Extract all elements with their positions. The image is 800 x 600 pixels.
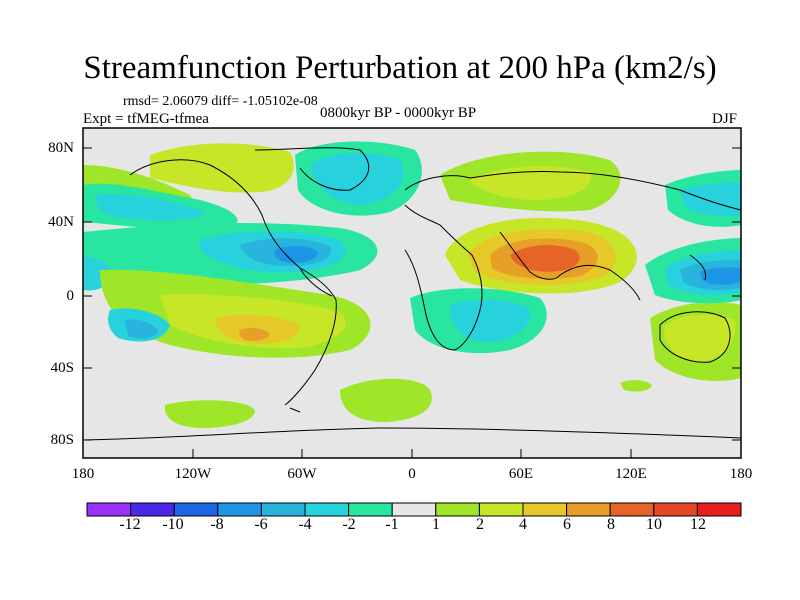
colorbar-label: -8 xyxy=(210,516,224,533)
colorbar-label: 12 xyxy=(690,516,706,533)
y-tick-label: 0 xyxy=(66,288,75,304)
colorbar-label: 2 xyxy=(476,516,484,533)
axis-ticks xyxy=(82,147,742,458)
colorbar xyxy=(86,502,742,517)
colorbar-swatch xyxy=(348,502,393,517)
colorbar-label: 4 xyxy=(519,516,527,533)
colorbar-label: 1 xyxy=(432,516,440,533)
colorbar-swatch xyxy=(86,502,132,517)
season-label: DJF xyxy=(712,111,738,127)
chart-title: Streamfunction Perturbation at 200 hPa (… xyxy=(83,50,717,86)
nw-pacific-positive-region xyxy=(150,143,294,193)
y-tick-label: 80N xyxy=(48,140,74,156)
x-tick-label: 120E xyxy=(615,466,647,482)
period-label: 0800kyr BP - 0000kyr BP xyxy=(320,105,477,121)
x-tick-label: 180 xyxy=(71,466,95,482)
southern-pacific-positive-region xyxy=(164,400,255,428)
colorbar-label: -4 xyxy=(298,516,312,533)
colorbar-swatch xyxy=(435,502,480,517)
x-tick-label: 0 xyxy=(408,466,416,482)
colorbar-label: -1 xyxy=(385,516,399,533)
colorbar-swatch xyxy=(391,502,437,517)
x-tick-label: 120W xyxy=(174,466,212,482)
contour-field xyxy=(83,128,741,428)
colorbar-label: 6 xyxy=(563,516,571,533)
colorbar-label: 8 xyxy=(607,516,615,533)
colorbar-swatch xyxy=(566,502,611,517)
colorbar-label: -2 xyxy=(342,516,356,533)
colorbar-swatch xyxy=(609,502,655,517)
colorbar-label: -10 xyxy=(162,516,184,533)
colorbar-swatch xyxy=(130,502,175,517)
colorbar-label: -6 xyxy=(254,516,268,533)
colorbar-swatch xyxy=(260,502,306,517)
x-tick-label: 180 xyxy=(729,466,753,482)
experiment-label: Expt = tfMEG-tfmea xyxy=(83,111,209,127)
colorbar-swatch xyxy=(217,502,262,517)
y-tick-label: 80S xyxy=(50,432,74,448)
x-tick-label: 60W xyxy=(287,466,317,482)
stats-label: rmsd= 2.06079 diff= -1.05102e-08 xyxy=(123,94,318,109)
colorbar-label: 10 xyxy=(646,516,662,533)
colorbar-swatch xyxy=(478,502,524,517)
colorbar-swatch xyxy=(173,502,219,517)
colorbar-label: -12 xyxy=(119,516,141,533)
x-tick-label: 60E xyxy=(508,466,534,482)
y-tick-label: 40N xyxy=(48,214,74,230)
colorbar-swatch xyxy=(696,502,742,517)
y-tick-label: 40S xyxy=(50,360,74,376)
southern-ocean-positive-region xyxy=(340,378,432,422)
coastlines xyxy=(83,147,741,441)
colorbar-swatch xyxy=(653,502,698,517)
colorbar-swatch xyxy=(304,502,350,517)
colorbar-swatch xyxy=(522,502,568,517)
